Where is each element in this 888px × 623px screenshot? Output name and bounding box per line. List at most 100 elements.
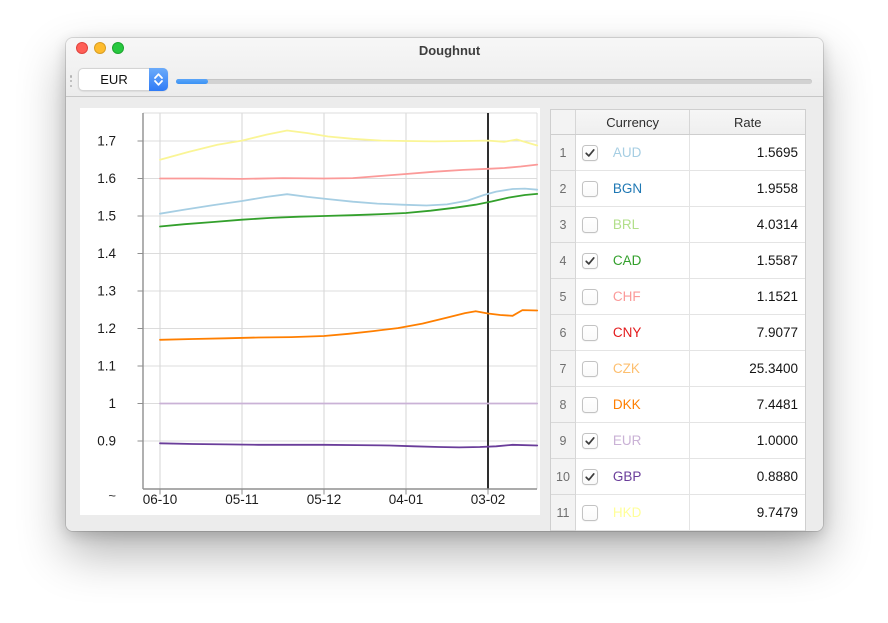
x-tick-label: 05-12 xyxy=(307,492,342,507)
x-tick-label: 04-01 xyxy=(389,492,424,507)
table-row[interactable]: 4 CAD 1.5587 xyxy=(551,243,805,279)
y-tick-label: 1.1 xyxy=(97,359,116,374)
currency-checkbox[interactable] xyxy=(582,505,598,521)
currency-code: CNY xyxy=(613,325,642,340)
rate-value: 7.4481 xyxy=(690,387,805,423)
x-tick-label: 03-02 xyxy=(471,492,506,507)
currency-code: BGN xyxy=(613,181,642,196)
table-row[interactable]: 11 HKD 9.7479 xyxy=(551,495,805,531)
row-number: 1 xyxy=(551,135,576,171)
rate-value: 1.9558 xyxy=(690,171,805,207)
rate-value: 1.5587 xyxy=(690,243,805,279)
row-number: 10 xyxy=(551,459,576,495)
series-orange-line xyxy=(160,310,537,340)
table-corner-cell xyxy=(551,110,576,134)
rate-value: 7.9077 xyxy=(690,315,805,351)
currency-cell: AUD xyxy=(576,135,691,171)
currency-code: EUR xyxy=(613,433,642,448)
y-tick-label: 0.9 xyxy=(97,434,116,449)
row-number: 11 xyxy=(551,495,576,531)
row-number: 6 xyxy=(551,315,576,351)
table-row[interactable]: 1AUD1.5695 xyxy=(551,135,805,171)
currency-cell: CZK xyxy=(576,351,691,387)
y-tick-label: 1.4 xyxy=(97,246,116,261)
row-number: 4 xyxy=(551,243,576,279)
currency-code: HKD xyxy=(613,505,642,520)
currency-cell: CHF xyxy=(576,279,691,315)
desktop: Doughnut EUR xyxy=(0,0,888,623)
currency-cell: GBP xyxy=(576,459,691,495)
row-number: 3 xyxy=(551,207,576,243)
currency-code: CAD xyxy=(613,253,642,268)
currency-code: BRL xyxy=(613,217,639,232)
rate-value: 0.8880 xyxy=(690,459,805,495)
column-header-rate[interactable]: Rate xyxy=(690,110,805,134)
y-tick-label: 1.5 xyxy=(97,209,116,224)
series-light-blue-line xyxy=(160,189,537,214)
currency-cell: EUR xyxy=(576,423,691,459)
app-window: Doughnut EUR xyxy=(66,38,823,531)
rate-value: 1.1521 xyxy=(690,279,805,315)
currency-table-body: 1AUD1.56952BGN1.95583BRL4.03144CAD1.5587… xyxy=(551,135,805,531)
rate-value: 1.5695 xyxy=(690,135,805,171)
currency-checkbox[interactable] xyxy=(582,289,598,305)
rate-value: 9.7479 xyxy=(690,495,805,531)
content-area: 1.71.61.51.41.31.21.110.906-1005-1105-12… xyxy=(66,97,823,531)
currency-checkbox[interactable] xyxy=(582,181,598,197)
currency-cell: CNY xyxy=(576,315,691,351)
timeline-slider[interactable] xyxy=(176,79,812,84)
toolbar-grab-dots-icon xyxy=(69,75,73,87)
currency-cell: BGN xyxy=(576,171,691,207)
table-row[interactable]: 2 BGN 1.9558 xyxy=(551,171,805,207)
currency-checkbox[interactable] xyxy=(582,253,598,269)
row-number: 5 xyxy=(551,279,576,315)
currency-code: GBP xyxy=(613,469,642,484)
series-green-line xyxy=(160,194,537,227)
titlebar[interactable]: Doughnut xyxy=(66,38,823,62)
window-title: Doughnut xyxy=(66,38,823,62)
currency-dropdown-value: EUR xyxy=(79,72,149,87)
table-row[interactable]: 9 EUR 1.0000 xyxy=(551,423,805,459)
row-number: 2 xyxy=(551,171,576,207)
currency-checkbox[interactable] xyxy=(582,397,598,413)
currency-code: CHF xyxy=(613,289,641,304)
currency-cell: HKD xyxy=(576,495,691,531)
y-tick-label: 1.2 xyxy=(97,321,116,336)
rates-line-chart[interactable]: 1.71.61.51.41.31.21.110.906-1005-1105-12… xyxy=(80,108,540,515)
rate-value: 4.0314 xyxy=(690,207,805,243)
table-row[interactable]: 3 BRL 4.0314 xyxy=(551,207,805,243)
currency-checkbox[interactable] xyxy=(582,469,598,485)
column-header-currency[interactable]: Currency xyxy=(576,110,691,134)
currency-cell: DKK xyxy=(576,387,691,423)
currency-code: CZK xyxy=(613,361,640,376)
table-row[interactable]: 7 CZK 25.3400 xyxy=(551,351,805,387)
table-row[interactable]: 6 CNY 7.9077 xyxy=(551,315,805,351)
currency-checkbox[interactable] xyxy=(582,325,598,341)
currency-cell: BRL xyxy=(576,207,691,243)
row-number: 8 xyxy=(551,387,576,423)
toolbar: EUR xyxy=(66,62,823,97)
x-tick-label: 06-10 xyxy=(143,492,178,507)
currency-dropdown[interactable]: EUR xyxy=(78,68,168,91)
currency-checkbox[interactable] xyxy=(582,361,598,377)
series-yellow-line xyxy=(160,131,537,160)
y-axis-break-label: ~ xyxy=(108,488,116,503)
x-tick-label: 05-11 xyxy=(225,492,259,507)
timeline-slider-fill xyxy=(176,79,208,84)
y-tick-label: 1.7 xyxy=(97,134,116,149)
rate-value: 25.3400 xyxy=(690,351,805,387)
rate-value: 1.0000 xyxy=(690,423,805,459)
row-number: 7 xyxy=(551,351,576,387)
table-row[interactable]: 8 DKK 7.4481 xyxy=(551,387,805,423)
table-header: Currency Rate xyxy=(551,110,805,135)
series-purple-line xyxy=(160,443,537,447)
currency-checkbox[interactable] xyxy=(582,217,598,233)
currency-code: DKK xyxy=(613,397,641,412)
chart-panel[interactable]: 1.71.61.51.41.31.21.110.906-1005-1105-12… xyxy=(80,108,540,515)
currency-checkbox[interactable] xyxy=(582,145,598,161)
y-tick-label: 1.3 xyxy=(97,284,116,299)
row-number: 9 xyxy=(551,423,576,459)
table-row[interactable]: 5 CHF 1.1521 xyxy=(551,279,805,315)
table-row[interactable]: 10 GBP 0.8880 xyxy=(551,459,805,495)
currency-checkbox[interactable] xyxy=(582,433,598,449)
